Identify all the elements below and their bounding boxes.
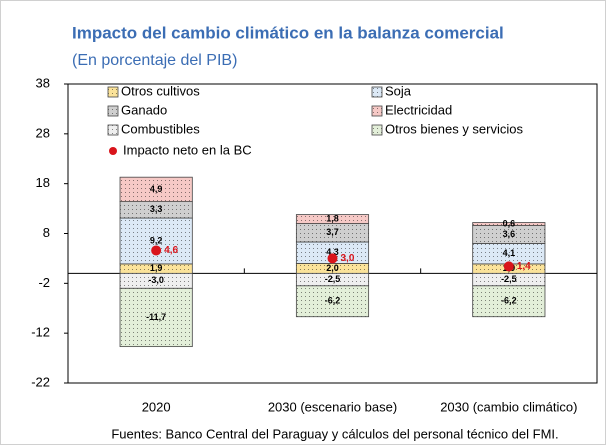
net-impact-label: 4,6 [164, 245, 178, 256]
legend-dot [109, 147, 117, 155]
legend-swatch [371, 124, 383, 136]
x-tick-label: 2030 (cambio climático) [440, 399, 577, 414]
chart-subtitle: (En porcentaje del PIB) [72, 52, 237, 69]
y-tick-label: 18 [36, 175, 50, 190]
bar-segment [295, 285, 370, 318]
bar-segment [119, 176, 193, 203]
x-tick-label: 2020 [142, 399, 171, 414]
y-tick-label: 38 [36, 75, 50, 90]
legend-swatch [107, 105, 119, 117]
legend-label: Ganado [121, 102, 167, 117]
bar-segment [119, 287, 193, 348]
net-impact-label: 1,4 [517, 261, 531, 272]
value-label: -6,2 [501, 296, 517, 306]
legend-swatch [107, 124, 119, 136]
bar-segment [119, 217, 193, 265]
legend-label: Combustibles [121, 121, 200, 136]
bar-segment [295, 214, 370, 224]
legend-swatch [371, 105, 383, 117]
value-label: 4,3 [326, 247, 339, 257]
net-impact-dot [503, 261, 514, 272]
chart-title: Impacto del cambio climático en la balan… [72, 23, 504, 42]
net-impact-dot [151, 245, 162, 256]
legend-label: Otros bienes y servicios [385, 121, 523, 136]
value-label: -2,5 [501, 274, 517, 284]
value-label: 9,2 [150, 235, 163, 245]
net-impact-dot [327, 253, 338, 264]
value-label: -6,2 [325, 296, 341, 306]
value-label: 3,6 [503, 229, 516, 239]
source-note: Fuentes: Banco Central del Paraguay y cá… [111, 426, 558, 441]
y-tick-label: 28 [36, 125, 50, 140]
bar-segment [472, 222, 546, 226]
legend-swatch [371, 86, 383, 98]
legend-label: Soja [385, 83, 412, 98]
legend-label: Electricidad [385, 102, 452, 117]
value-label: 4,1 [503, 248, 516, 258]
y-tick-label: -12 [31, 325, 50, 340]
bar-segment [472, 285, 546, 318]
value-label: 4,9 [150, 184, 163, 194]
legend-swatch [107, 86, 119, 98]
value-label: -11,7 [146, 312, 166, 322]
legend-label: Otros cultivos [121, 83, 200, 98]
value-label: 3,3 [150, 204, 163, 214]
value-label: -3,0 [148, 275, 164, 285]
value-label: 2,0 [326, 263, 339, 273]
y-tick-label: 8 [43, 225, 50, 240]
net-impact-label: 3,0 [341, 253, 355, 264]
x-tick-label: 2030 (escenario base) [268, 399, 397, 414]
value-label: 1,9 [150, 263, 163, 273]
value-label: 3,7 [326, 227, 339, 237]
legend-label: Impacto neto en la BC [123, 142, 252, 157]
value-label: 1,8 [326, 213, 339, 223]
value-label: 0,6 [503, 218, 516, 228]
y-tick-label: -2 [38, 275, 50, 290]
value-label: -2,5 [325, 274, 341, 284]
y-tick-label: -22 [31, 374, 50, 389]
